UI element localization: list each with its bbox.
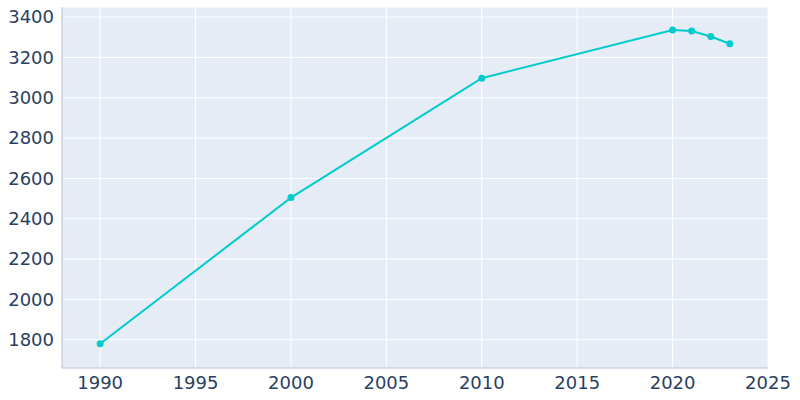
- svg-text:2025: 2025: [745, 372, 791, 393]
- svg-text:2005: 2005: [363, 372, 409, 393]
- svg-text:3200: 3200: [8, 47, 54, 68]
- svg-text:2600: 2600: [8, 168, 54, 189]
- svg-text:1800: 1800: [8, 329, 54, 350]
- svg-text:2010: 2010: [459, 372, 505, 393]
- svg-text:2400: 2400: [8, 208, 54, 229]
- svg-text:3400: 3400: [8, 6, 54, 27]
- svg-text:2800: 2800: [8, 127, 54, 148]
- svg-text:2020: 2020: [650, 372, 696, 393]
- svg-text:2200: 2200: [8, 248, 54, 269]
- svg-text:2000: 2000: [268, 372, 314, 393]
- svg-text:2000: 2000: [8, 289, 54, 310]
- svg-text:1990: 1990: [77, 372, 123, 393]
- svg-text:3000: 3000: [8, 87, 54, 108]
- svg-text:1995: 1995: [173, 372, 219, 393]
- svg-text:2015: 2015: [554, 372, 600, 393]
